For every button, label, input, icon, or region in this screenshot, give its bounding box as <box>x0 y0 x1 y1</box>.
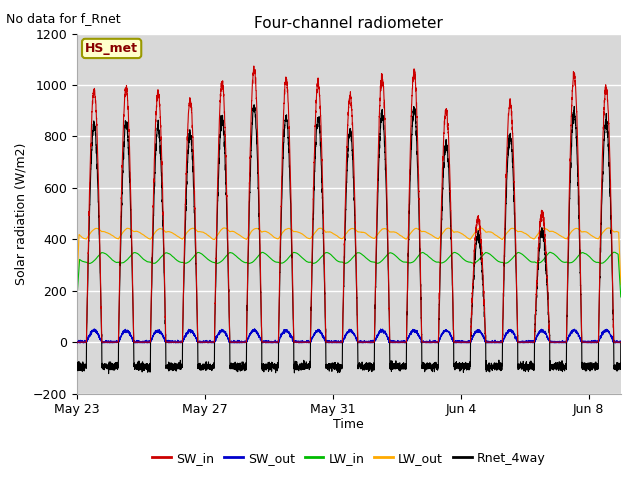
Line: Rnet_4way: Rnet_4way <box>77 105 621 373</box>
Rnet_4way <box>160 242 168 248</box>
SW_in <box>250 63 258 69</box>
SW_in <box>122 85 130 91</box>
Rnet_4way <box>462 360 470 365</box>
SW_out <box>461 340 469 346</box>
LW_in <box>617 294 625 300</box>
LW_in <box>122 258 130 264</box>
Legend: SW_in, SW_out, LW_in, LW_out, Rnet_4way: SW_in, SW_out, LW_in, LW_out, Rnet_4way <box>147 447 550 469</box>
SW_out <box>122 328 130 334</box>
LW_out <box>461 233 469 239</box>
SW_in <box>461 339 469 345</box>
X-axis label: Time: Time <box>333 418 364 431</box>
Rnet_4way <box>105 371 113 376</box>
SW_in <box>73 339 81 345</box>
LW_out <box>159 227 167 233</box>
Line: LW_out: LW_out <box>77 228 621 288</box>
SW_in <box>407 116 415 122</box>
Line: SW_out: SW_out <box>77 329 621 343</box>
Rnet_4way <box>401 364 409 370</box>
SW_in <box>617 339 625 345</box>
SW_out <box>407 328 415 334</box>
Y-axis label: Solar radiation (W/m2): Solar radiation (W/m2) <box>14 143 27 285</box>
Line: LW_in: LW_in <box>77 252 621 300</box>
SW_out <box>251 326 259 332</box>
Rnet_4way <box>123 125 131 131</box>
SW_in <box>159 226 167 231</box>
LW_in <box>159 252 167 258</box>
Title: Four-channel radiometer: Four-channel radiometer <box>254 16 444 31</box>
Rnet_4way <box>250 102 258 108</box>
Rnet_4way <box>408 145 415 151</box>
LW_out <box>401 236 409 241</box>
SW_in <box>401 339 409 345</box>
LW_out <box>73 285 81 291</box>
SW_out <box>617 339 625 345</box>
LW_in <box>73 297 81 303</box>
LW_in <box>401 259 409 265</box>
LW_in <box>407 260 415 265</box>
SW_out <box>186 328 194 334</box>
LW_in <box>186 258 194 264</box>
Rnet_4way <box>73 365 81 371</box>
LW_in <box>461 258 469 264</box>
Rnet_4way <box>186 136 194 142</box>
LW_in <box>610 249 618 255</box>
LW_out <box>407 230 415 236</box>
LW_out <box>122 226 130 232</box>
LW_out <box>605 225 613 231</box>
SW_in <box>186 96 194 102</box>
SW_out <box>73 340 81 346</box>
Text: HS_met: HS_met <box>85 42 138 55</box>
SW_out <box>159 334 167 339</box>
Line: SW_in: SW_in <box>77 66 621 342</box>
Text: No data for f_Rnet: No data for f_Rnet <box>6 12 121 25</box>
LW_out <box>617 282 625 288</box>
Rnet_4way <box>617 339 625 345</box>
LW_out <box>186 227 194 232</box>
SW_out <box>401 340 409 346</box>
